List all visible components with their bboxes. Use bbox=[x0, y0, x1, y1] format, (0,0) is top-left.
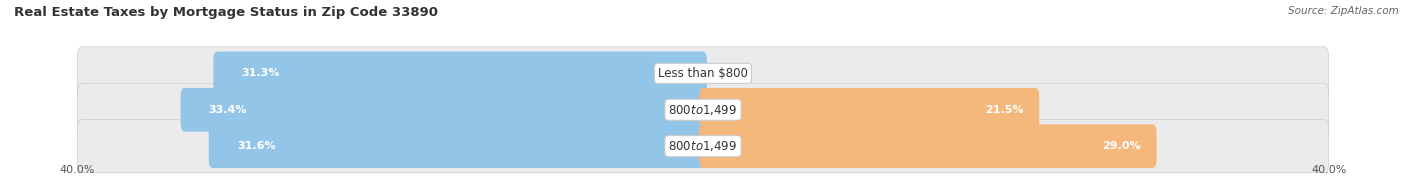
FancyBboxPatch shape bbox=[77, 83, 1329, 136]
Text: 31.6%: 31.6% bbox=[236, 141, 276, 151]
Text: Less than $800: Less than $800 bbox=[658, 67, 748, 80]
FancyBboxPatch shape bbox=[77, 47, 1329, 100]
FancyBboxPatch shape bbox=[699, 88, 1039, 132]
Text: 0.0%: 0.0% bbox=[718, 68, 747, 78]
Text: 31.3%: 31.3% bbox=[242, 68, 280, 78]
Text: 33.4%: 33.4% bbox=[208, 105, 247, 115]
Text: Source: ZipAtlas.com: Source: ZipAtlas.com bbox=[1288, 6, 1399, 16]
Text: 29.0%: 29.0% bbox=[1102, 141, 1142, 151]
Text: $800 to $1,499: $800 to $1,499 bbox=[668, 103, 738, 117]
FancyBboxPatch shape bbox=[214, 52, 707, 95]
Text: $800 to $1,499: $800 to $1,499 bbox=[668, 139, 738, 153]
FancyBboxPatch shape bbox=[208, 124, 707, 168]
FancyBboxPatch shape bbox=[180, 88, 707, 132]
FancyBboxPatch shape bbox=[77, 120, 1329, 173]
Text: 21.5%: 21.5% bbox=[986, 105, 1024, 115]
FancyBboxPatch shape bbox=[699, 124, 1157, 168]
Text: Real Estate Taxes by Mortgage Status in Zip Code 33890: Real Estate Taxes by Mortgage Status in … bbox=[14, 6, 439, 19]
